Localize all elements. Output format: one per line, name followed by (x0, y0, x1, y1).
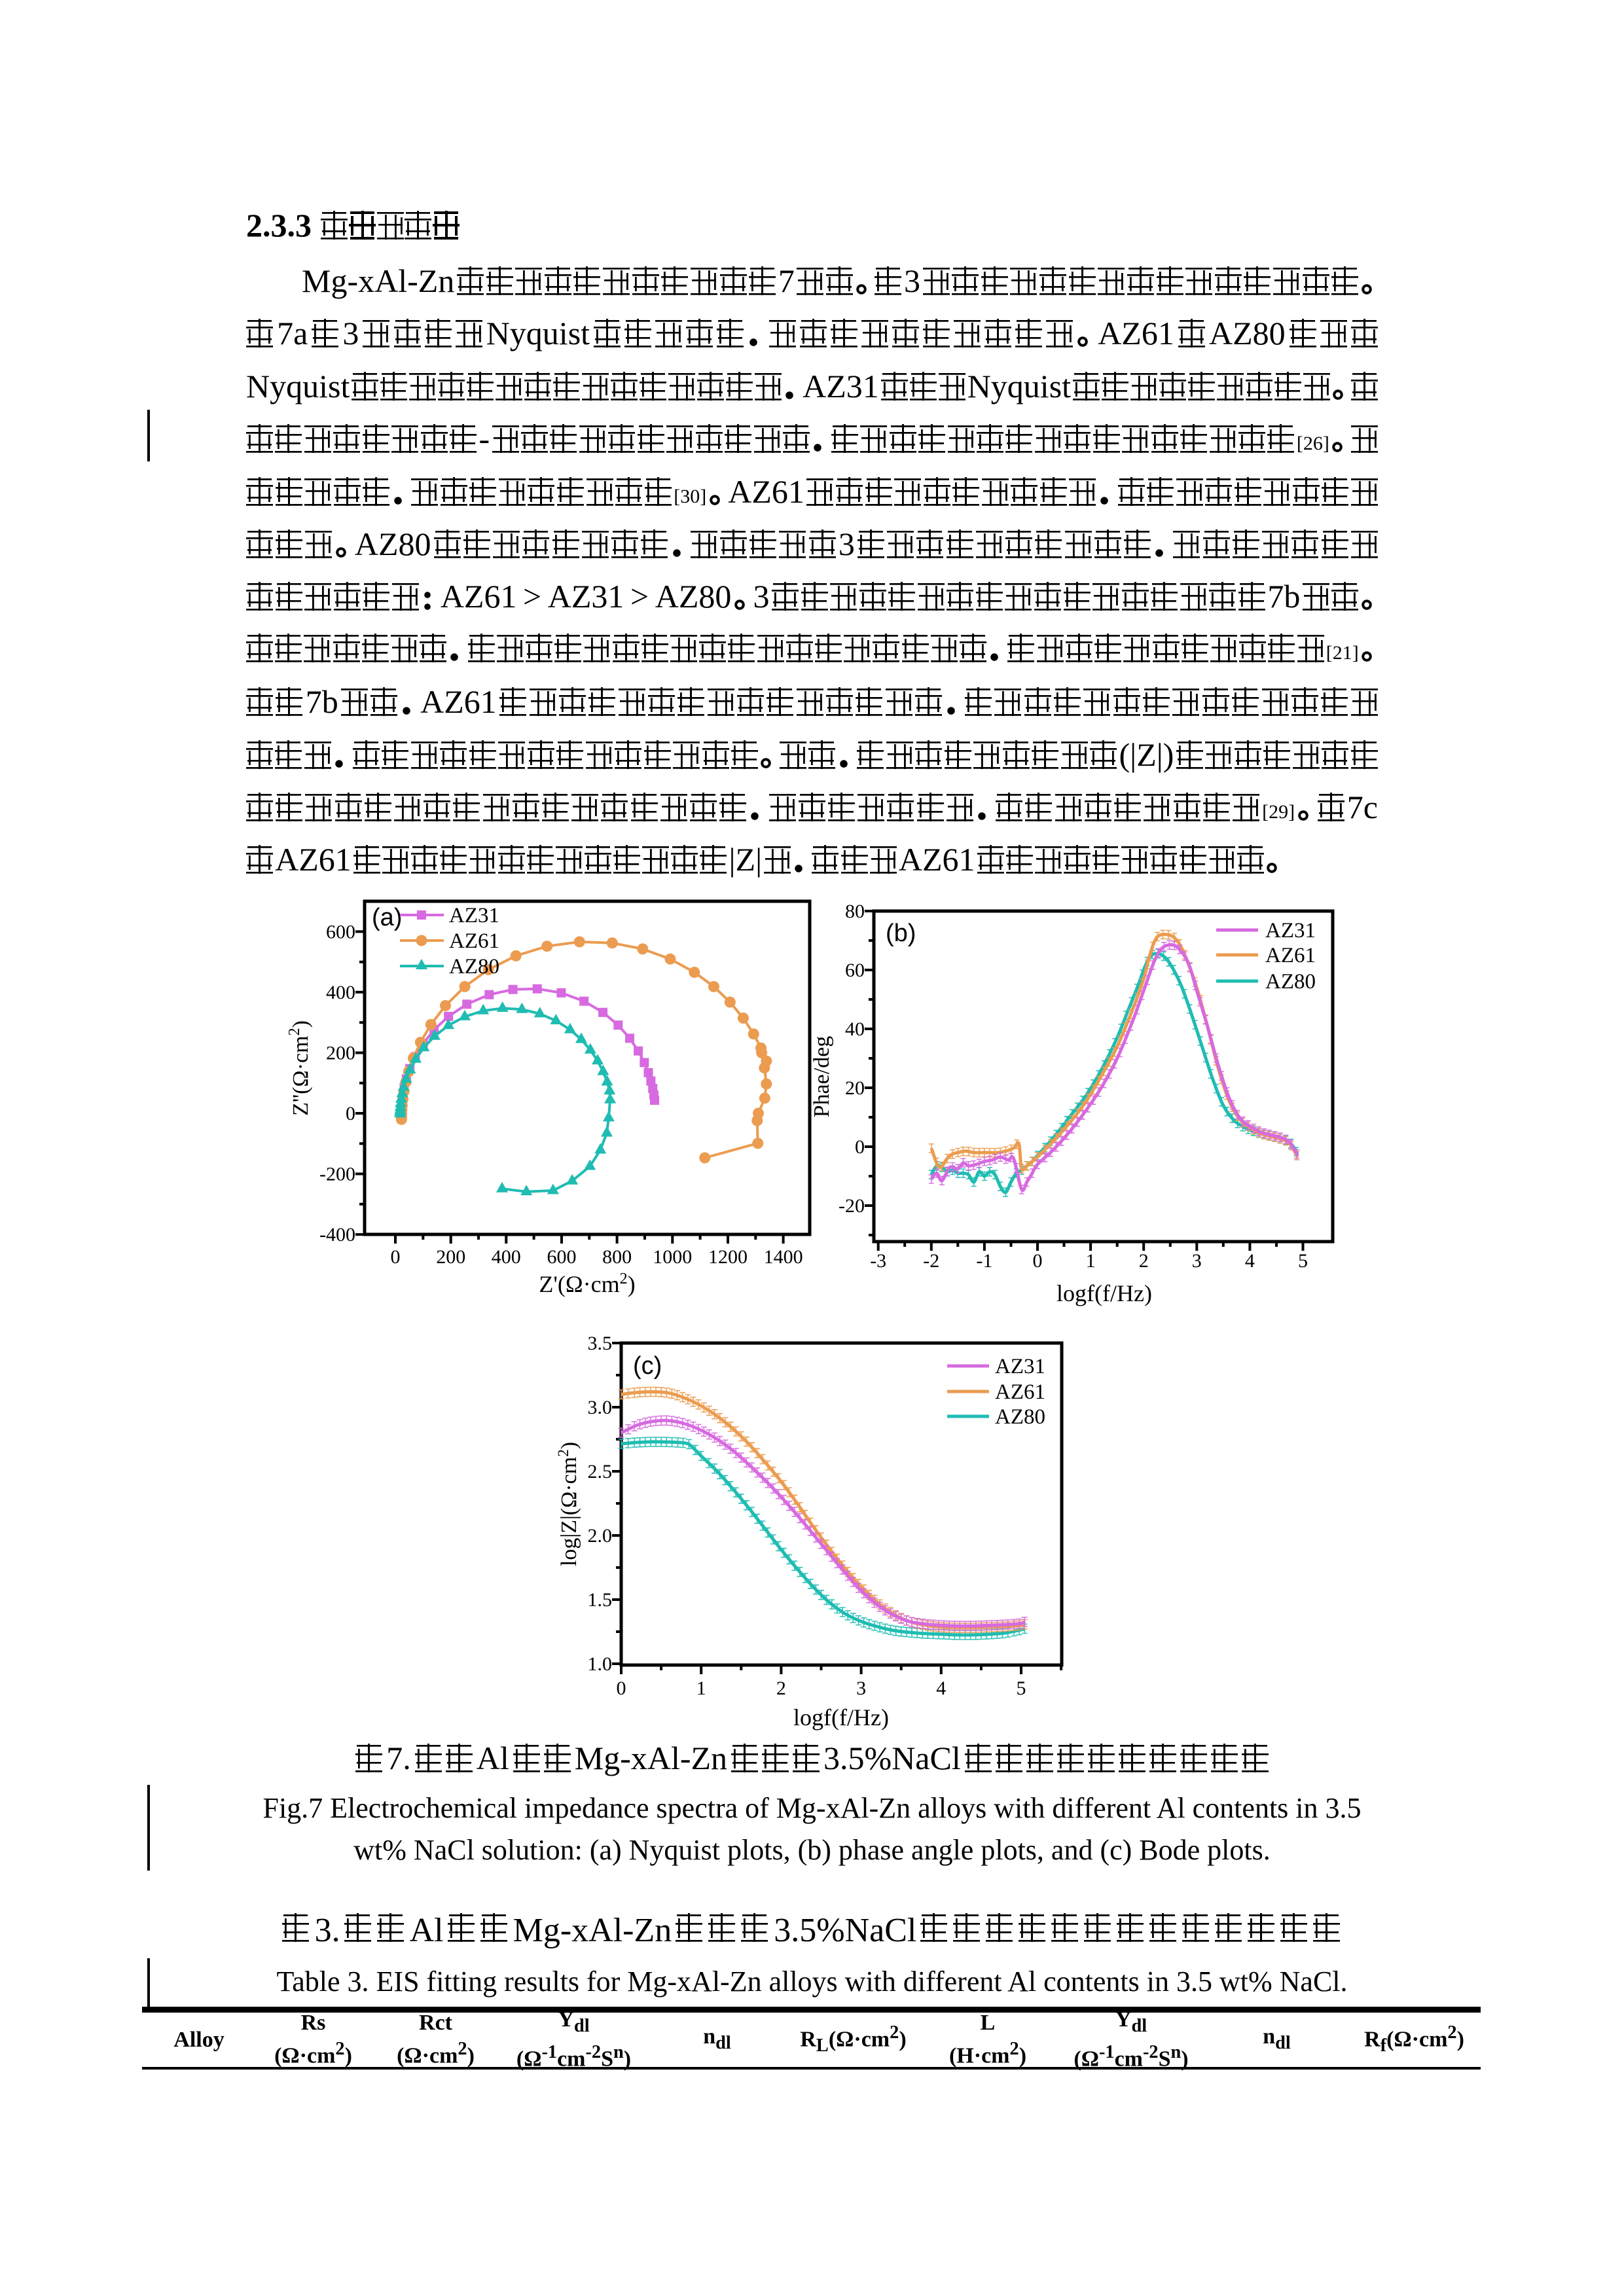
svg-text:-400: -400 (319, 1224, 355, 1246)
svg-text:60: 60 (845, 960, 865, 981)
svg-text:-2: -2 (923, 1250, 939, 1272)
svg-text:AZ80: AZ80 (1265, 970, 1316, 994)
svg-text:0: 0 (391, 1246, 401, 1268)
svg-text:log|Z|(Ω·cm2): log|Z|(Ω·cm2) (555, 1442, 581, 1566)
svg-text:1.5: 1.5 (588, 1589, 613, 1611)
svg-text:1: 1 (696, 1677, 706, 1699)
svg-text:Phae/deg: Phae/deg (810, 1036, 834, 1118)
svg-text:logf(f/Hz): logf(f/Hz) (793, 1704, 889, 1731)
svg-text:3: 3 (1192, 1250, 1202, 1272)
svg-text:0: 0 (346, 1103, 355, 1124)
svg-text:0: 0 (1033, 1250, 1043, 1272)
svg-text:80: 80 (845, 901, 865, 922)
svg-text:2.5: 2.5 (588, 1461, 613, 1482)
svg-text:4: 4 (936, 1677, 946, 1699)
svg-text:20: 20 (845, 1077, 865, 1099)
svg-text:0: 0 (617, 1677, 626, 1699)
svg-text:AZ80: AZ80 (449, 955, 499, 978)
svg-text:(a): (a) (372, 904, 402, 931)
svg-text:AZ61: AZ61 (1265, 944, 1316, 967)
svg-text:(b): (b) (886, 920, 916, 947)
svg-text:-20: -20 (839, 1195, 865, 1217)
svg-text:1400: 1400 (764, 1246, 803, 1268)
svg-text:0: 0 (855, 1136, 865, 1158)
svg-text:AZ31: AZ31 (995, 1355, 1045, 1378)
svg-text:AZ31: AZ31 (1265, 919, 1316, 942)
svg-text:3.5: 3.5 (588, 1333, 613, 1354)
svg-text:600: 600 (326, 921, 355, 942)
svg-text:3: 3 (856, 1677, 866, 1699)
svg-text:200: 200 (436, 1246, 465, 1268)
svg-text:-1: -1 (976, 1250, 992, 1272)
svg-text:600: 600 (547, 1246, 577, 1268)
svg-text:5: 5 (1017, 1677, 1026, 1699)
svg-text:1.0: 1.0 (588, 1653, 613, 1675)
svg-text:1200: 1200 (708, 1246, 748, 1268)
svg-text:(c): (c) (633, 1352, 662, 1380)
svg-text:3.0: 3.0 (588, 1397, 613, 1418)
svg-text:2: 2 (1139, 1250, 1149, 1272)
svg-text:200: 200 (326, 1043, 355, 1064)
svg-text:AZ80: AZ80 (995, 1405, 1045, 1429)
svg-text:-200: -200 (319, 1164, 355, 1185)
svg-text:-3: -3 (870, 1250, 886, 1272)
svg-text:400: 400 (492, 1246, 521, 1268)
svg-text:400: 400 (326, 982, 355, 1003)
svg-text:AZ31: AZ31 (449, 904, 499, 927)
svg-text:2.0: 2.0 (588, 1525, 613, 1547)
svg-text:40: 40 (845, 1018, 865, 1040)
svg-text:AZ61: AZ61 (449, 929, 499, 953)
svg-text:1: 1 (1086, 1250, 1096, 1272)
svg-text:Z'(Ω·cm2): Z'(Ω·cm2) (539, 1270, 635, 1297)
svg-text:Z''(Ω·cm2): Z''(Ω·cm2) (286, 1020, 313, 1116)
svg-text:2: 2 (776, 1677, 786, 1699)
svg-text:5: 5 (1298, 1250, 1308, 1272)
svg-text:4: 4 (1245, 1250, 1255, 1272)
svg-text:AZ61: AZ61 (995, 1380, 1045, 1404)
svg-text:800: 800 (602, 1246, 632, 1268)
svg-text:1000: 1000 (653, 1246, 692, 1268)
svg-text:logf(f/Hz): logf(f/Hz) (1056, 1280, 1152, 1306)
